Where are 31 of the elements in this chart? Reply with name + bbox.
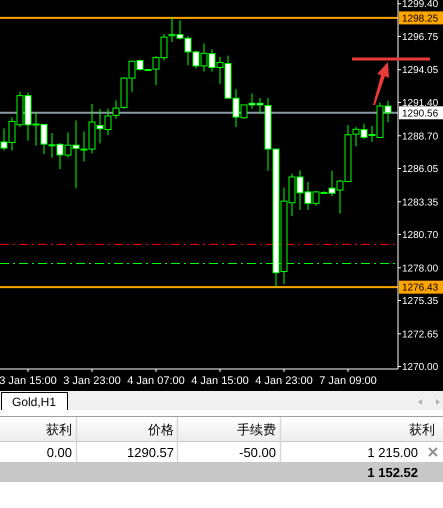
y-tick-label: 1270.00 (402, 362, 439, 374)
x-tick-label: 4 Jan 07:00 (127, 375, 185, 387)
text: 获利 (46, 422, 72, 437)
ref-line-label: 1298.25 (402, 13, 439, 24)
text: 0.00 (46, 445, 72, 460)
text: -50.00 (239, 445, 276, 460)
y-tick-label: 1275.35 (402, 296, 439, 308)
text: 1 152.52 (367, 465, 418, 480)
text: 1 215.00 (367, 445, 418, 460)
y-tick-label: 1291.40 (402, 98, 439, 109)
text: Gold,H1 (12, 395, 56, 409)
text: 获利 (409, 422, 435, 437)
y-tick-label: 1272.65 (402, 329, 439, 340)
y-tick-label: 1299.40 (402, 0, 439, 10)
y-tick-label: 1280.70 (402, 230, 439, 241)
x-tick-label: 7 Jan 09:00 (319, 375, 377, 387)
y-tick-label: 1294.05 (402, 65, 439, 76)
y-tick-label: 1278.00 (402, 263, 439, 274)
y-tick-label: 1286.05 (402, 164, 439, 175)
x-tick-label: 4 Jan 23:00 (255, 375, 313, 387)
ref-line-label: 1290.56 (402, 108, 439, 120)
x-tick-label: 3 Jan 23:00 (63, 375, 121, 387)
x-tick-label: 3 Jan 15:00 (0, 375, 57, 387)
text: 1290.57 (127, 445, 174, 460)
y-tick-label: 1288.70 (402, 131, 439, 142)
ref-line-label: 1276.43 (402, 282, 439, 294)
y-tick-label: 1296.75 (402, 32, 439, 43)
x-tick-label: 4 Jan 15:00 (191, 375, 249, 387)
text: 价格 (147, 422, 174, 437)
y-tick-label: 1283.35 (402, 197, 439, 208)
text: 手续费 (237, 422, 276, 437)
